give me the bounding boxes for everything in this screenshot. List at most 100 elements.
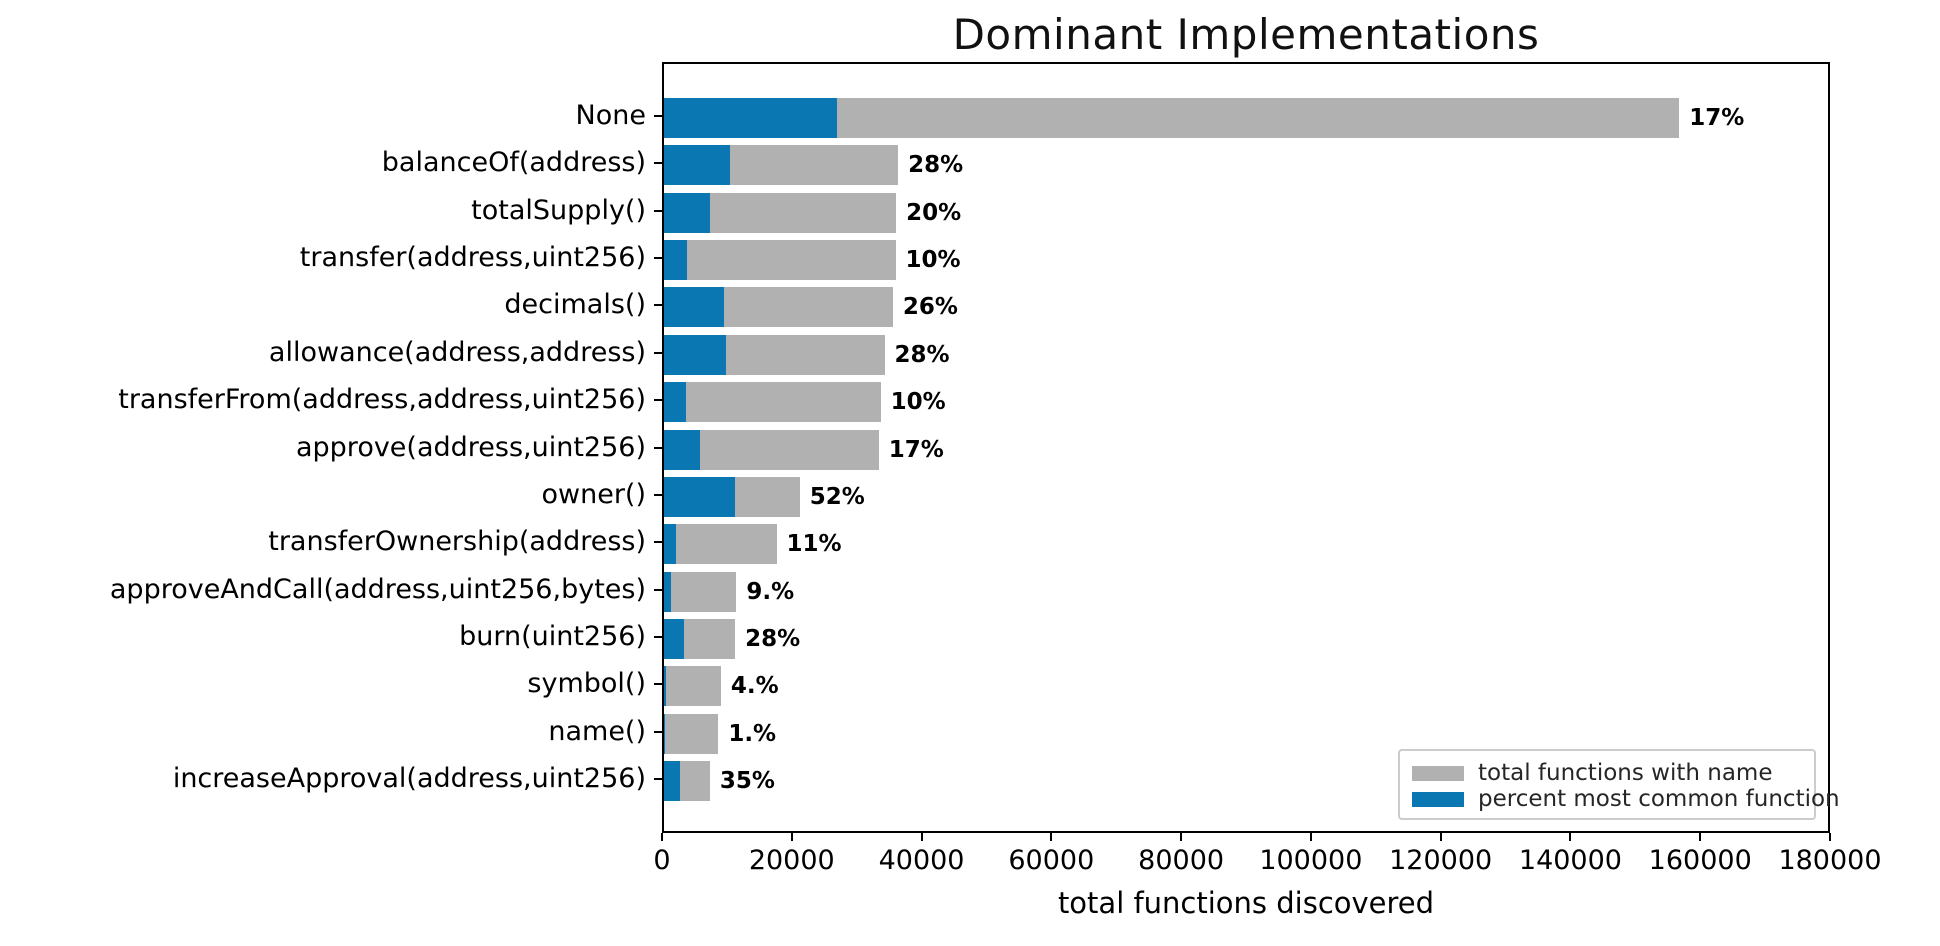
bar-row: 10% [664, 240, 1828, 281]
y-axis-label: None [575, 100, 646, 131]
bar-percent-label: 35% [719, 768, 775, 795]
bar-row: 26% [664, 287, 1828, 328]
y-tick [654, 588, 662, 591]
y-tick [654, 683, 662, 686]
y-tick [654, 115, 662, 117]
y-axis-label: transferOwnership(address) [268, 526, 646, 558]
plot-area: 17% 28% 20% 10% 26% 28% 10% 17% 52% 11% 9.% 28% 4.% 1… [662, 62, 1830, 833]
bar-total-functions [664, 666, 721, 707]
bar-percent-label: 28% [908, 152, 964, 179]
bar-total-functions [664, 571, 737, 612]
x-tick [1309, 833, 1312, 841]
x-tick-label: 60000 [1008, 845, 1095, 876]
y-tick [654, 162, 662, 165]
bar-most-common-function [664, 192, 711, 233]
legend-label-most-common: percent most common function [1478, 786, 1840, 812]
bar-row: 17% [664, 429, 1828, 470]
y-tick [654, 493, 662, 496]
legend-label-total: total functions with name [1478, 760, 1773, 786]
bar-row: 35% [664, 761, 1828, 802]
x-tick-label: 100000 [1259, 845, 1363, 876]
y-axis-label: transferFrom(address,address,uint256) [118, 384, 646, 416]
bar-row: 1.% [664, 713, 1828, 754]
bar-row: 28% [664, 618, 1828, 659]
bar-percent-label: 10% [905, 247, 961, 274]
chart-title: Dominant Implementations [952, 10, 1540, 59]
legend-swatch-total-icon [1412, 765, 1464, 781]
bar-most-common-function [664, 571, 671, 612]
bar-row: 10% [664, 382, 1828, 423]
y-axis-label: symbol() [527, 668, 646, 700]
x-tick [1439, 833, 1442, 841]
bar-percent-label: 17% [1689, 105, 1745, 131]
bar-percent-label: 9.% [746, 578, 795, 605]
bar-most-common-function [664, 334, 726, 375]
bar-most-common-function [664, 618, 684, 659]
y-axis-label: totalSupply() [471, 194, 646, 226]
bar-total-functions [664, 713, 719, 754]
y-axis-label: name() [548, 715, 646, 747]
bar-most-common-function [664, 666, 667, 707]
bar-percent-label: 10% [890, 389, 946, 416]
y-tick [654, 209, 662, 212]
bar-row: 28% [664, 334, 1828, 375]
x-tick [1180, 833, 1183, 841]
x-tick-label: 180000 [1778, 845, 1882, 876]
bar-row: 28% [664, 145, 1828, 186]
bar-total-functions [664, 382, 881, 423]
bar-percent-label: 26% [902, 294, 958, 321]
bar-row: 9.% [664, 571, 1828, 612]
legend-item-total: total functions with name [1412, 760, 1802, 786]
y-axis-label: burn(uint256) [459, 620, 646, 652]
y-axis-label: approve(address,uint256) [295, 431, 646, 463]
y-axis-label: transfer(address,uint256) [299, 242, 646, 274]
x-axis-title: total functions discovered [1057, 886, 1435, 920]
y-tick [654, 778, 662, 781]
x-tick-label: 160000 [1648, 845, 1752, 876]
bar-row: 20% [664, 192, 1828, 233]
legend-item-most-common: percent most common function [1412, 786, 1840, 812]
bar-row: 11% [664, 524, 1828, 565]
y-tick [654, 351, 662, 354]
bar-total-functions [664, 524, 777, 565]
legend: total functions with name percent most c… [1398, 749, 1840, 820]
x-tick-label: 40000 [878, 845, 965, 876]
bar-row: 52% [664, 476, 1828, 517]
x-tick-label: 80000 [1138, 845, 1225, 876]
x-tick [661, 833, 663, 841]
y-axis-label: allowance(address,address) [268, 336, 646, 368]
bar-percent-label: 20% [906, 199, 962, 226]
bar-most-common-function [664, 382, 686, 423]
x-tick [1699, 833, 1702, 841]
y-axis-label: approveAndCall(address,uint256,bytes) [109, 573, 646, 605]
bar-percent-label: 17% [888, 436, 944, 463]
bar-percent-label: 4.% [730, 673, 779, 700]
bar-percent-label: 28% [745, 625, 801, 652]
bar-total-functions [664, 240, 896, 281]
y-axis-label: decimals() [504, 289, 646, 321]
bar-percent-label: 28% [894, 341, 950, 368]
y-tick [654, 304, 662, 307]
y-axis-label: balanceOf(address) [381, 147, 646, 179]
x-tick-label: 140000 [1518, 845, 1622, 876]
bar-percent-label: 52% [809, 483, 865, 510]
bar-most-common-function [664, 761, 681, 802]
x-tick [1829, 833, 1831, 841]
bar-row: 17% [664, 98, 1828, 138]
bar-most-common-function [664, 240, 688, 281]
legend-swatch-most-common-icon [1412, 791, 1464, 807]
y-tick [654, 399, 662, 402]
x-tick-label: 20000 [748, 845, 835, 876]
x-tick [1569, 833, 1572, 841]
bar-most-common-function [664, 713, 665, 754]
y-tick [654, 446, 662, 449]
bar-percent-label: 1.% [728, 720, 777, 747]
bar-most-common-function [664, 145, 730, 186]
bar-row: 4.% [664, 666, 1828, 707]
bar-most-common-function [664, 98, 837, 138]
bar-most-common-function [664, 476, 735, 517]
x-tick [790, 833, 793, 841]
bar-most-common-function [664, 524, 677, 565]
y-axis-label: owner() [541, 478, 647, 510]
